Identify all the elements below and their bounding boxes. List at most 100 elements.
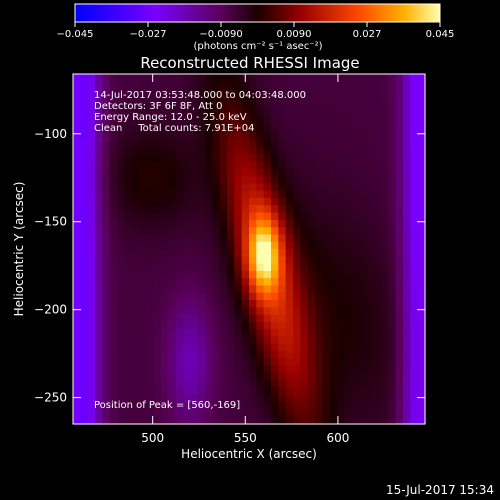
heatmap-cell [307, 234, 316, 243]
heatmap-cell [212, 132, 221, 141]
heatmap-cell [315, 74, 323, 82]
heatmap-cell [87, 416, 96, 425]
heatmap-cell [80, 227, 89, 236]
heatmap-cell [73, 314, 81, 323]
heatmap-cell [249, 103, 257, 112]
heatmap-cell [256, 343, 265, 352]
heatmap-cell [124, 300, 133, 308]
heatmap-cell [131, 146, 140, 155]
heatmap-cell [263, 358, 272, 367]
heatmap-cell [73, 285, 81, 294]
heatmap-cell [351, 110, 360, 119]
heatmap-cell [139, 416, 147, 425]
heatmap-cell [278, 132, 287, 141]
heatmap-cell [161, 256, 169, 265]
heatmap-cell [95, 132, 103, 141]
heatmap-cell [168, 380, 177, 389]
heatmap-cell [329, 249, 338, 257]
heatmap-cell [190, 125, 199, 133]
heatmap-cell [285, 168, 294, 177]
heatmap-cell [329, 336, 338, 345]
heatmap-cell [293, 307, 301, 316]
heatmap-cell [351, 176, 360, 184]
heatmap-cell [381, 387, 389, 396]
heatmap-cell [73, 190, 81, 199]
heatmap-cell [131, 307, 140, 316]
heatmap-cell [73, 387, 81, 396]
heatmap-cell [102, 74, 111, 82]
heatmap-cell [285, 343, 294, 352]
heatmap-cell [117, 402, 125, 411]
heatmap-cell [219, 351, 228, 359]
heatmap-cell [410, 321, 419, 330]
heatmap-cell [146, 263, 155, 272]
heatmap-cell [153, 256, 162, 265]
heatmap-cell [175, 321, 184, 330]
heatmap-cell [197, 95, 206, 104]
heatmap-cell [403, 146, 411, 155]
heatmap-cell [403, 270, 411, 279]
heatmap-cell [337, 139, 345, 148]
heatmap-cell [395, 103, 404, 112]
heatmap-cell [190, 146, 199, 155]
heatmap-cell [322, 394, 331, 403]
heatmap-cell [109, 168, 118, 177]
heatmap-cell [263, 416, 272, 425]
heatmap-cell [322, 88, 331, 97]
heatmap-cell [102, 161, 111, 170]
heatmap-cell [285, 125, 294, 133]
heatmap-cell [219, 387, 228, 396]
heatmap-cell [278, 241, 287, 250]
heatmap-cell [241, 132, 250, 141]
heatmap-cell [95, 307, 103, 316]
heatmap-cell [271, 321, 279, 330]
heatmap-cell [205, 329, 213, 338]
heatmap-cell [359, 81, 367, 90]
heatmap-cell [183, 314, 191, 323]
heatmap-cell [329, 292, 338, 301]
heatmap-cell [395, 132, 404, 141]
heatmap-cell [168, 409, 177, 418]
heatmap-cell [263, 270, 272, 279]
heatmap-cell [293, 81, 301, 90]
heatmap-cell [322, 365, 331, 374]
heatmap-cell [227, 336, 235, 345]
heatmap-cell [161, 372, 169, 381]
heatmap-cell [388, 300, 397, 308]
heatmap-cell [271, 249, 279, 257]
heatmap-cell [73, 263, 81, 272]
heatmap-cell [197, 358, 206, 367]
heatmap-cell [263, 343, 272, 352]
heatmap-cell [241, 343, 250, 352]
heatmap-cell [278, 314, 287, 323]
heatmap-cell [285, 270, 294, 279]
heatmap-cell [190, 117, 199, 126]
heatmap-cell [410, 95, 419, 104]
heatmap-cell [175, 103, 184, 112]
heatmap-cell [102, 394, 111, 403]
heatmap-cell [219, 314, 228, 323]
heatmap-cell [300, 402, 309, 411]
heatmap-cell [278, 351, 287, 359]
heatmap-cell [285, 249, 294, 257]
heatmap-cell [315, 154, 323, 163]
heatmap-cell [373, 132, 382, 141]
heatmap-cell [197, 183, 206, 192]
heatmap-cell [307, 125, 316, 133]
heatmap-cell [241, 409, 250, 418]
heatmap-cell [315, 321, 323, 330]
footer-timestamp: 15-Jul-2017 15:34 [386, 483, 494, 497]
heatmap-cell [102, 219, 111, 228]
heatmap-cell [102, 292, 111, 301]
heatmap-cell [87, 227, 96, 236]
heatmap-cell [153, 249, 162, 257]
heatmap-cell [285, 154, 294, 163]
heatmap-cell [395, 387, 404, 396]
heatmap-cell [307, 212, 316, 221]
heatmap-cell [293, 321, 301, 330]
heatmap-cell [278, 146, 287, 155]
heatmap-cell [351, 117, 360, 126]
heatmap-cell [395, 402, 404, 411]
heatmap-cell [183, 409, 191, 418]
heatmap-cell [395, 227, 404, 236]
